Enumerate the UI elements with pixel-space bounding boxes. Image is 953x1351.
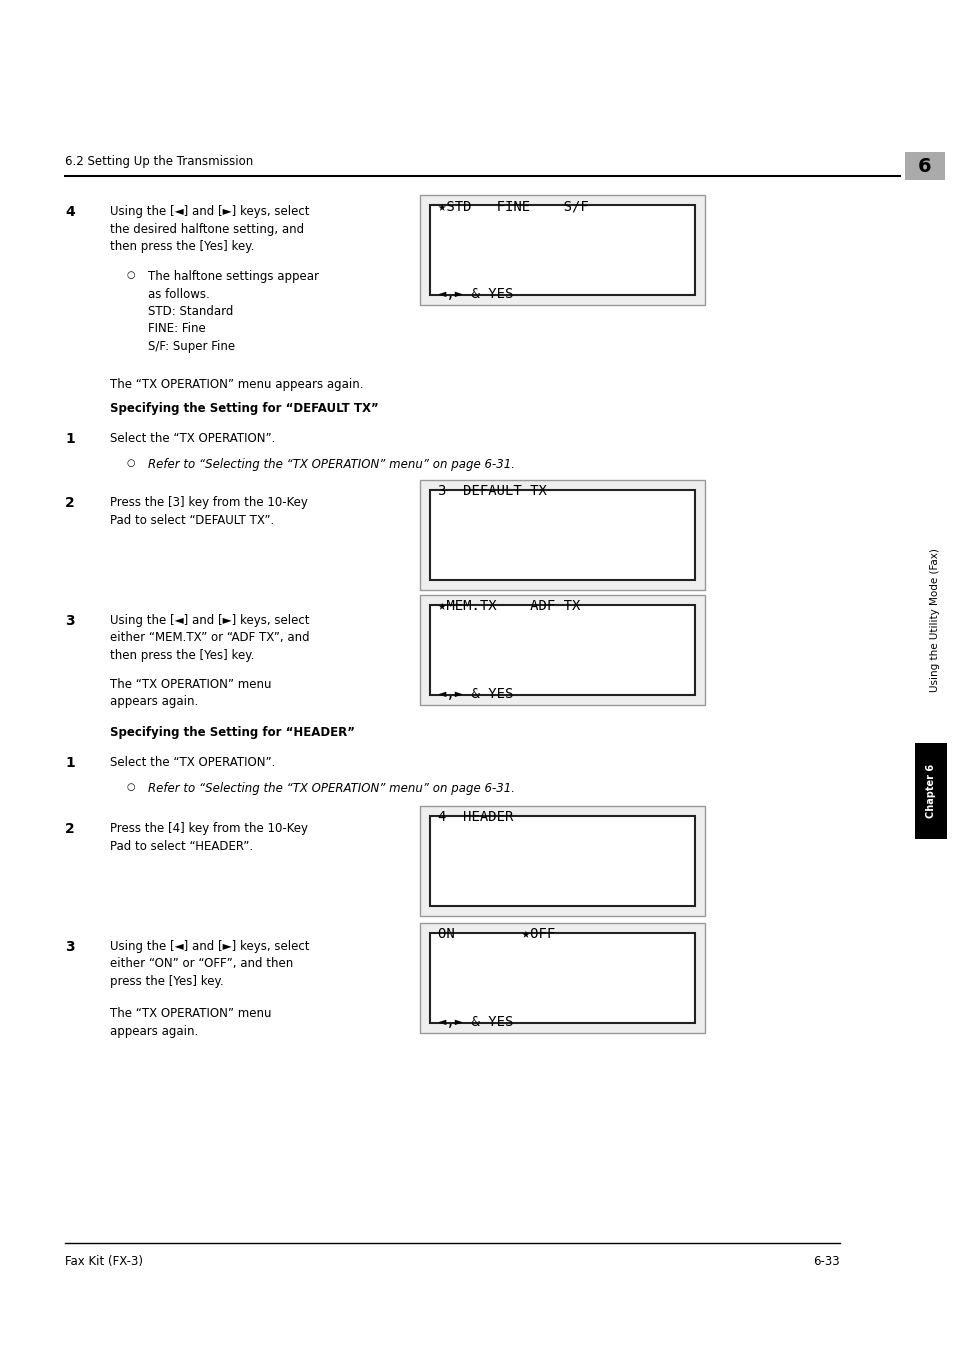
Bar <box>430 816 695 907</box>
Text: 6.2 Setting Up the Transmission: 6.2 Setting Up the Transmission <box>65 155 253 168</box>
Text: 6-33: 6-33 <box>813 1255 840 1269</box>
Text: ○: ○ <box>127 782 135 792</box>
Text: The “TX OPERATION” menu
appears again.: The “TX OPERATION” menu appears again. <box>110 1006 272 1038</box>
Text: Refer to “Selecting the “TX OPERATION” menu” on page 6-31.: Refer to “Selecting the “TX OPERATION” m… <box>148 458 515 471</box>
Text: 3: 3 <box>65 613 74 628</box>
Text: 3: 3 <box>65 940 74 954</box>
Bar <box>419 195 704 305</box>
Text: The “TX OPERATION” menu appears again.: The “TX OPERATION” menu appears again. <box>110 378 363 390</box>
Text: The halftone settings appear
as follows.
STD: Standard
FINE: Fine
S/F: Super Fin: The halftone settings appear as follows.… <box>148 270 318 353</box>
Text: ★STD   FINE    S/F: ★STD FINE S/F <box>437 199 588 213</box>
Text: 2: 2 <box>65 496 74 509</box>
Text: 1: 1 <box>65 757 74 770</box>
Bar <box>914 743 946 839</box>
Text: ★MEM.TX    ADF TX: ★MEM.TX ADF TX <box>437 598 579 613</box>
Text: Refer to “Selecting the “TX OPERATION” menu” on page 6-31.: Refer to “Selecting the “TX OPERATION” m… <box>148 782 515 794</box>
Bar <box>430 205 695 295</box>
Text: 3  DEFAULT TX: 3 DEFAULT TX <box>437 484 546 499</box>
Bar <box>430 934 695 1023</box>
Bar <box>419 594 704 705</box>
Bar <box>904 153 944 180</box>
Text: ◄,► & YES: ◄,► & YES <box>437 286 513 301</box>
Text: 6: 6 <box>917 157 931 176</box>
Text: Select the “TX OPERATION”.: Select the “TX OPERATION”. <box>110 432 275 444</box>
Text: Specifying the Setting for “HEADER”: Specifying the Setting for “HEADER” <box>110 725 355 739</box>
Text: ON        ★OFF: ON ★OFF <box>437 927 555 942</box>
Text: Fax Kit (FX-3): Fax Kit (FX-3) <box>65 1255 143 1269</box>
Text: 1: 1 <box>65 432 74 446</box>
Bar <box>430 605 695 694</box>
Text: Specifying the Setting for “DEFAULT TX”: Specifying the Setting for “DEFAULT TX” <box>110 403 378 415</box>
Text: 2: 2 <box>65 821 74 836</box>
Text: ◄,► & YES: ◄,► & YES <box>437 1015 513 1029</box>
Text: ◄,► & YES: ◄,► & YES <box>437 688 513 701</box>
Bar <box>419 480 704 590</box>
Text: Using the [◄] and [►] keys, select
either “ON” or “OFF”, and then
press the [Yes: Using the [◄] and [►] keys, select eithe… <box>110 940 309 988</box>
Text: Using the Utility Mode (Fax): Using the Utility Mode (Fax) <box>929 549 939 692</box>
Text: Chapter 6: Chapter 6 <box>925 763 935 819</box>
Bar <box>419 807 704 916</box>
Text: The “TX OPERATION” menu
appears again.: The “TX OPERATION” menu appears again. <box>110 678 272 708</box>
Text: Select the “TX OPERATION”.: Select the “TX OPERATION”. <box>110 757 275 769</box>
Bar <box>419 923 704 1034</box>
Text: Using the [◄] and [►] keys, select
either “MEM.TX” or “ADF TX”, and
then press t: Using the [◄] and [►] keys, select eithe… <box>110 613 310 662</box>
Text: Using the [◄] and [►] keys, select
the desired halftone setting, and
then press : Using the [◄] and [►] keys, select the d… <box>110 205 309 253</box>
Text: Press the [3] key from the 10-Key
Pad to select “DEFAULT TX”.: Press the [3] key from the 10-Key Pad to… <box>110 496 308 527</box>
Text: Press the [4] key from the 10-Key
Pad to select “HEADER”.: Press the [4] key from the 10-Key Pad to… <box>110 821 308 852</box>
Text: 4  HEADER: 4 HEADER <box>437 811 513 824</box>
Text: ○: ○ <box>127 458 135 467</box>
Text: ○: ○ <box>127 270 135 280</box>
Text: 4: 4 <box>65 205 74 219</box>
Bar <box>430 490 695 580</box>
